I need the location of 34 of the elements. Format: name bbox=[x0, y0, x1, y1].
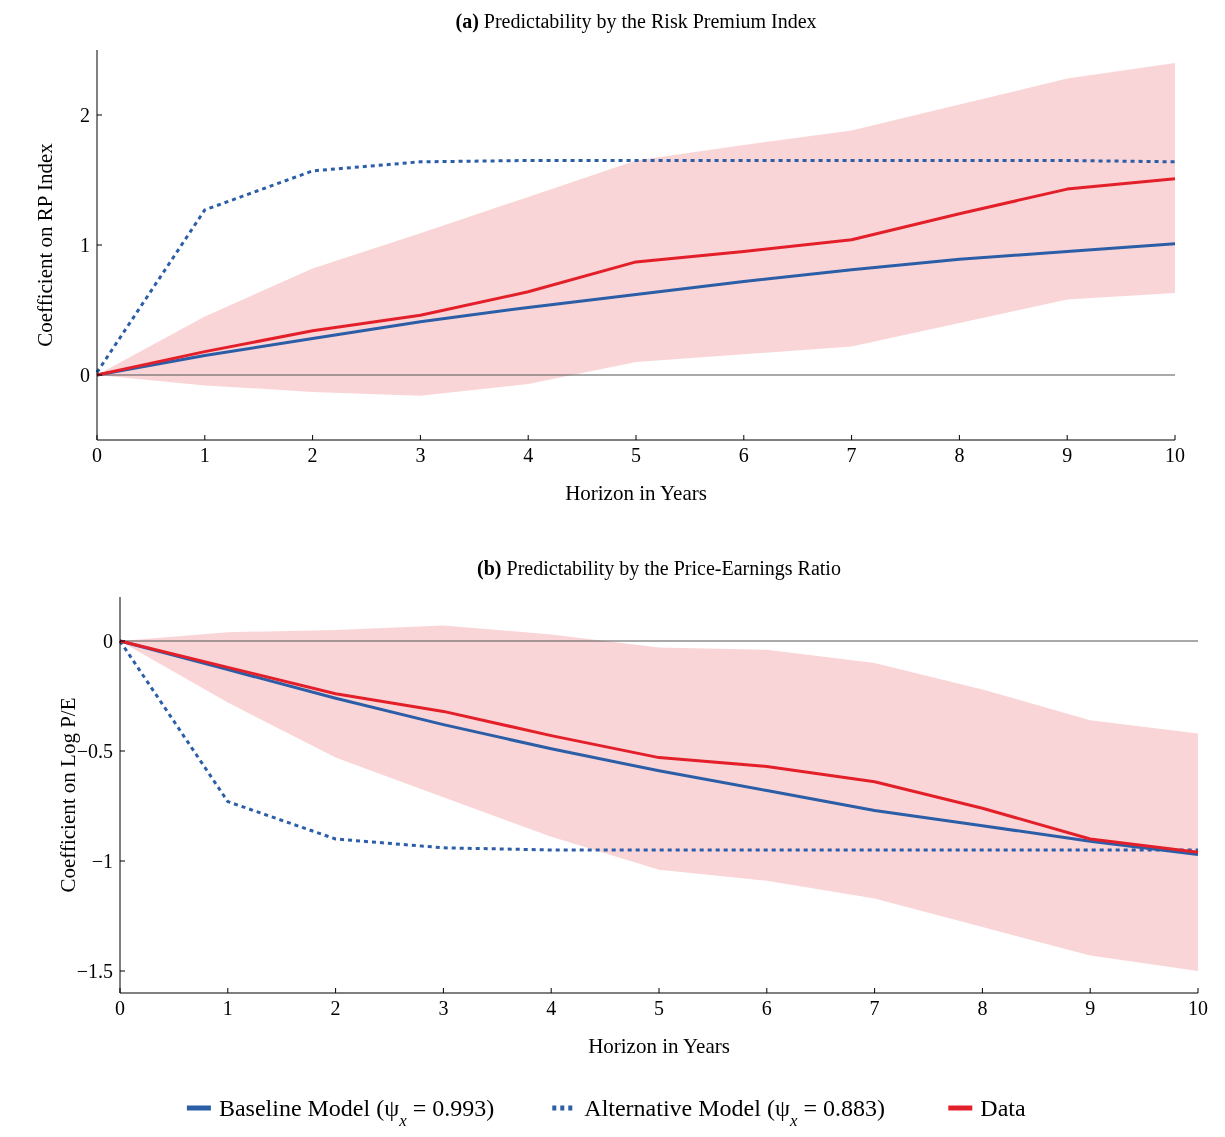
legend-label: Alternative Model (ψ$_{x}$ = 0.883) bbox=[584, 1095, 885, 1130]
x-tick-label: 9 bbox=[1062, 444, 1073, 466]
x-tick-label: 9 bbox=[1085, 997, 1096, 1019]
x-tick-label: 2 bbox=[330, 997, 341, 1019]
x-tick-label: 5 bbox=[631, 444, 641, 466]
x-tick-label: 10 bbox=[1165, 444, 1185, 466]
x-tick-label: 8 bbox=[954, 444, 965, 466]
x-tick-label: 6 bbox=[738, 444, 749, 466]
x-tick-label: 7 bbox=[869, 997, 880, 1019]
x-tick-label: 10 bbox=[1188, 997, 1208, 1019]
y-tick-label: 0 bbox=[80, 364, 90, 386]
x-tick-label: 6 bbox=[761, 997, 772, 1019]
x-tick-label: 4 bbox=[546, 997, 557, 1019]
x-axis-title: Horizon in Years bbox=[588, 1034, 730, 1058]
x-tick-label: 1 bbox=[222, 997, 233, 1019]
legend-label: Baseline Model (ψ$_{x}$ = 0.993) bbox=[218, 1095, 495, 1130]
x-tick-label: 4 bbox=[523, 444, 534, 466]
x-axis-title: Horizon in Years bbox=[565, 481, 707, 505]
y-tick-label: −1.5 bbox=[76, 960, 113, 982]
x-tick-label: 8 bbox=[977, 997, 988, 1019]
legend-label: Data bbox=[980, 1095, 1026, 1121]
y-tick-label: −1 bbox=[91, 850, 113, 872]
x-tick-label: 3 bbox=[415, 444, 426, 466]
y-tick-label: 1 bbox=[80, 234, 90, 256]
x-tick-label: 1 bbox=[199, 444, 210, 466]
y-tick-label: 0 bbox=[103, 630, 113, 652]
x-tick-label: 7 bbox=[846, 444, 857, 466]
x-tick-label: 2 bbox=[307, 444, 318, 466]
x-tick-label: 5 bbox=[654, 997, 664, 1019]
chart-title: (a) Predictability by the Risk Premium Index bbox=[455, 10, 817, 33]
y-axis-title: Coefficient on RP Index bbox=[33, 142, 57, 347]
chart-title: (b) Predictability by the Price-Earnings Ratio bbox=[477, 557, 841, 580]
x-tick-label: 3 bbox=[438, 997, 449, 1019]
y-tick-label: 2 bbox=[80, 104, 90, 126]
